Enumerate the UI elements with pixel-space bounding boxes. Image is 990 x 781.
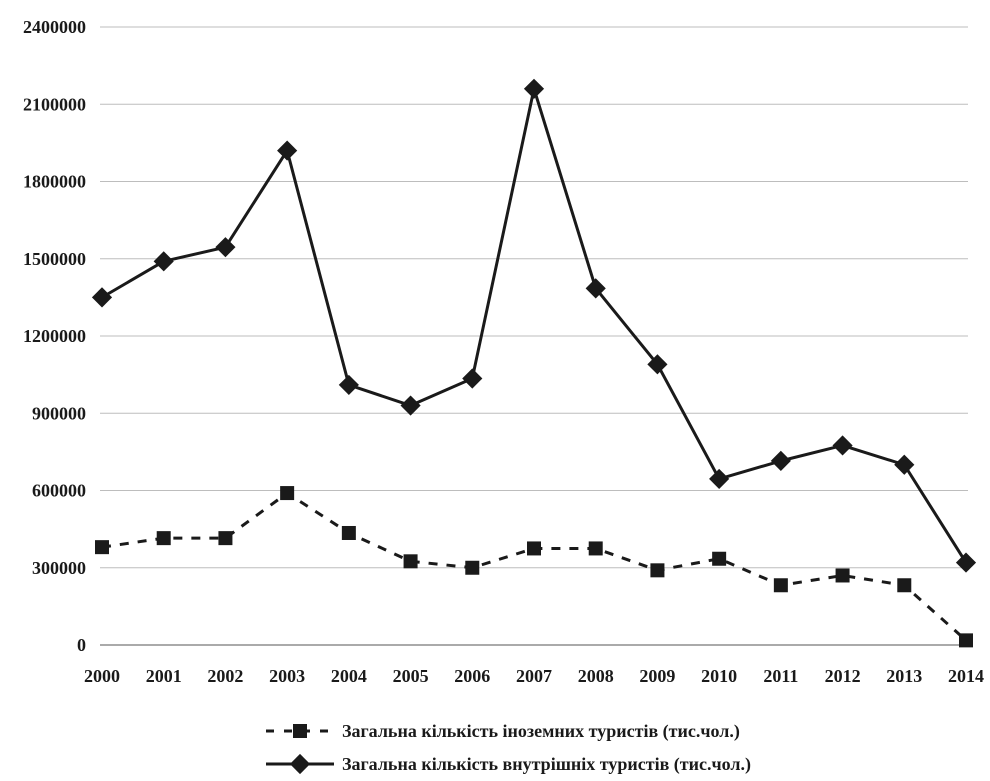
- x-tick-label: 2011: [763, 666, 798, 686]
- y-tick-label: 1200000: [23, 326, 86, 346]
- x-tick-label: 2012: [825, 666, 861, 686]
- data-point-square: [156, 531, 171, 546]
- data-point-square: [588, 541, 603, 556]
- data-point-square: [218, 531, 233, 546]
- legend-label: Загальна кількість іноземних туристів (т…: [342, 721, 740, 742]
- data-point-square: [712, 551, 727, 566]
- x-tick-label: 2010: [701, 666, 737, 686]
- data-point-square: [650, 563, 665, 578]
- y-tick-label: 300000: [32, 558, 86, 578]
- legend-item: Загальна кількість іноземних туристів (т…: [266, 721, 740, 742]
- data-point-diamond: [462, 368, 483, 389]
- axes: 0 300000 600000 900000 1200000 1500000 1800000…: [23, 17, 984, 686]
- x-tick-label: 2006: [454, 666, 490, 686]
- x-tick-label: 2004: [331, 666, 367, 686]
- data-point-diamond: [832, 435, 853, 456]
- x-tick-label: 2000: [84, 666, 120, 686]
- y-tick-label: 900000: [32, 403, 86, 423]
- series-line: [101, 491, 967, 642]
- x-tick-label: 2001: [146, 666, 182, 686]
- y-tick-label: 1800000: [23, 172, 86, 192]
- data-point-diamond: [91, 287, 113, 308]
- legend-item: Загальна кількість внутрішніх туристів (…: [266, 753, 751, 775]
- data-point-diamond: [955, 552, 977, 573]
- gridlines: [100, 26, 968, 569]
- x-tick-label: 2009: [639, 666, 675, 686]
- data-point-diamond: [647, 354, 668, 375]
- y-tick-label: 0: [77, 635, 86, 655]
- x-tick-label: 2008: [578, 666, 614, 686]
- y-tick-label: 1500000: [23, 249, 86, 269]
- legend-swatch-marker: [293, 724, 307, 738]
- data-point-diamond: [400, 395, 421, 416]
- series-layer: [91, 78, 977, 648]
- y-tick-label: 2100000: [23, 94, 86, 114]
- y-tick-label: 600000: [32, 481, 86, 501]
- legend-label: Загальна кількість внутрішніх туристів (…: [342, 754, 751, 775]
- data-point-diamond: [277, 140, 298, 161]
- data-point-square: [835, 568, 850, 583]
- data-point-square: [959, 633, 973, 648]
- legend-swatch-marker: [289, 753, 311, 775]
- legend: Загальна кількість іноземних туристів (т…: [266, 721, 751, 775]
- data-point-diamond: [215, 237, 236, 258]
- data-point-square: [95, 540, 109, 555]
- data-point-square: [465, 560, 480, 575]
- data-point-square: [897, 578, 912, 593]
- data-point-square: [773, 578, 788, 593]
- x-tick-label: 2014: [948, 666, 984, 686]
- data-point-square: [403, 554, 418, 569]
- x-tick-label: 2013: [886, 666, 922, 686]
- x-tick-label: 2007: [516, 666, 552, 686]
- data-point-diamond: [894, 454, 915, 475]
- data-point-diamond: [338, 374, 359, 396]
- x-tick-label: 2002: [207, 666, 243, 686]
- x-tick-label: 2005: [393, 666, 429, 686]
- data-point-diamond: [709, 468, 730, 489]
- data-point-diamond: [585, 278, 606, 299]
- data-point-diamond: [523, 78, 545, 99]
- series-domestic-tourists: [91, 78, 977, 573]
- series-line: [101, 87, 968, 564]
- data-point-square: [527, 541, 541, 556]
- series-foreign-tourists: [95, 486, 973, 648]
- data-point-diamond: [770, 450, 791, 471]
- x-tick-label: 2003: [269, 666, 305, 686]
- data-point-square: [280, 486, 295, 501]
- data-point-square: [341, 525, 356, 540]
- y-tick-label: 2400000: [23, 17, 86, 37]
- data-point-diamond: [153, 251, 174, 272]
